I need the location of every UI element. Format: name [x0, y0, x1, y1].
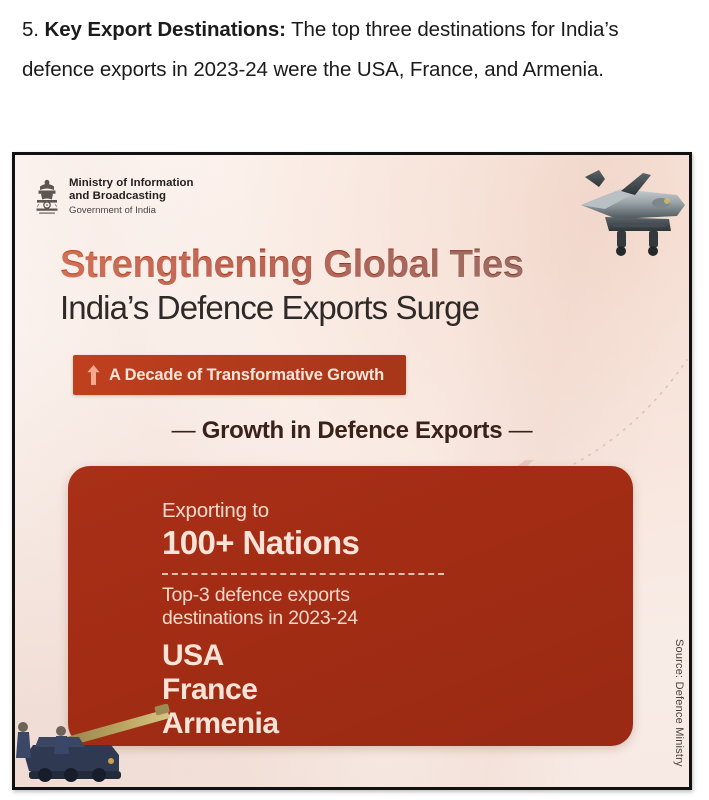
article-paragraph: 5. Key Export Destinations: The top thre…: [22, 10, 679, 90]
card-caption-line-2: destinations in 2023-24: [162, 607, 358, 629]
section-heading: — Growth in Defence Exports —: [15, 417, 689, 445]
card-caption: Top-3 defence exports destinations in 20…: [162, 584, 633, 630]
article-body-text: The top three destinations for India’s d…: [22, 18, 619, 81]
infographic-poster: Ministry of Information and Broadcasting…: [15, 155, 689, 787]
article-text-block: 5. Key Export Destinations: The top thre…: [0, 0, 709, 90]
list-item: Armenia: [162, 707, 279, 740]
badge-label: A Decade of Transformative Growth: [109, 365, 385, 384]
poster-headline: Strengthening Global Ties India’s Defenc…: [60, 243, 524, 327]
transformative-growth-badge: A Decade of Transformative Growth: [73, 355, 407, 395]
ministry-line-2: and Broadcasting: [69, 190, 167, 203]
ashoka-emblem-icon: [36, 179, 58, 214]
heading-rule-right: —: [508, 417, 533, 444]
fighter-jet-icon: [581, 170, 685, 256]
card-divider: [162, 573, 444, 575]
ministry-line-1: Ministry of Information: [69, 177, 194, 189]
ministry-line-3: Government of India: [69, 204, 156, 216]
artillery-howitzer-icon: [16, 703, 170, 782]
source-credit: Source: Defence Ministry: [673, 639, 685, 767]
list-item: USA: [162, 639, 224, 672]
heading-text: Growth in Defence Exports: [201, 417, 503, 444]
card-caption-line-1: Top-3 defence exports: [162, 584, 350, 606]
article-lead-label: Key Export Destinations:: [44, 18, 286, 41]
poster-title-sub: India’s Defence Exports Surge: [60, 289, 480, 326]
ministry-lockup: Ministry of Information and Broadcasting…: [33, 177, 194, 216]
arrow-up-icon: [87, 365, 100, 385]
infographic-frame: Ministry of Information and Broadcasting…: [12, 152, 692, 790]
list-item: France: [162, 673, 258, 706]
heading-rule-left: —: [171, 417, 196, 444]
card-headline: 100+ Nations: [162, 524, 360, 561]
top-destinations-list: USA France Armenia: [162, 639, 633, 741]
card-eyebrow: Exporting to: [162, 499, 269, 522]
list-number: 5.: [22, 18, 39, 41]
poster-title-main: Strengthening Global Ties: [60, 243, 524, 286]
soldier-figures: [16, 722, 69, 758]
